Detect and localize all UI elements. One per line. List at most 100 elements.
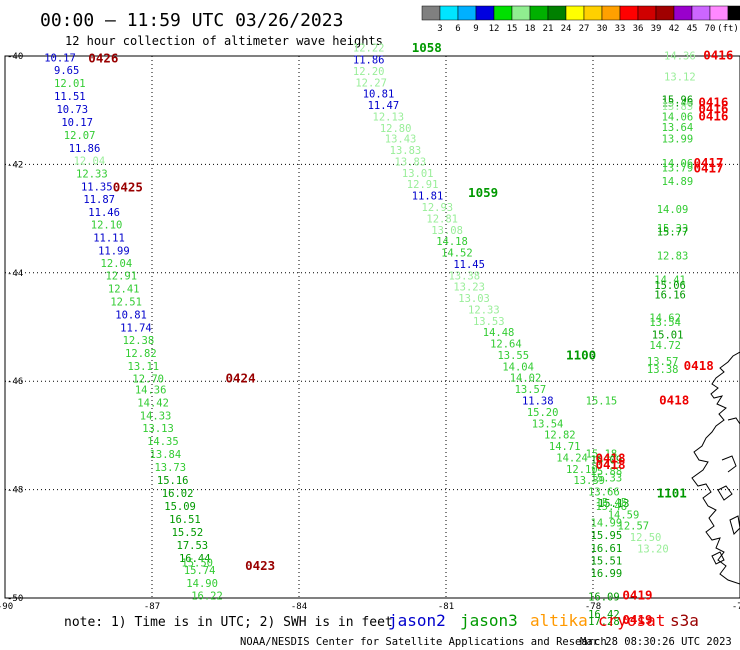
wave-height-value: 13.83: [390, 145, 422, 157]
wave-height-value: 16.61: [591, 543, 623, 555]
wave-height-value: 13.53: [473, 316, 505, 328]
wave-height-value: 11.74: [120, 322, 152, 334]
wave-height-value: 13.08: [431, 225, 463, 237]
wave-height-value: 11.38: [522, 396, 554, 408]
wave-height-value: 13.54: [649, 317, 681, 329]
wave-height-value: 14.06: [662, 158, 694, 170]
axis-ticks: -90 -87 -84 -81 -78 -75 -40 -42 -44 -46 -48 -50: [0, 52, 740, 612]
colorbar-swatch: [637, 5, 657, 21]
x-tick-label: -87: [144, 602, 160, 612]
wave-height-value: 11.35: [81, 181, 113, 193]
hour-label: 0416: [698, 108, 728, 123]
wave-height-value: 12.01: [54, 78, 86, 90]
hour-label: 0426: [88, 51, 118, 66]
wave-height-value: 10.17: [44, 52, 76, 64]
wave-height-value: 16.99: [591, 568, 623, 580]
x-tick-label: -84: [291, 602, 307, 612]
wave-height-value: 13.73: [154, 462, 186, 474]
wave-height-value: 13.23: [453, 282, 485, 294]
wave-height-value: 12.27: [355, 77, 387, 89]
wave-height-value: 16.09: [591, 455, 623, 467]
wave-height-value: 12.82: [125, 348, 157, 360]
wave-height-value: 12.80: [380, 123, 412, 135]
wave-height-value: 11.47: [368, 100, 400, 112]
wave-height-value: 16.51: [169, 514, 201, 526]
hour-label: 0417: [693, 161, 723, 176]
wave-height-value: 15.74: [184, 565, 216, 577]
wave-height-value: 15.51: [591, 555, 623, 567]
wave-height-value: 15.16: [157, 475, 189, 487]
wave-height-value: 13.64: [662, 122, 694, 134]
wave-height-value: 14.41: [654, 275, 686, 287]
colorbar-label: 36: [633, 24, 644, 34]
colorbar-label: 15: [507, 24, 518, 34]
wave-height-value: 13.57: [515, 384, 547, 396]
hour-label: 1101: [657, 486, 687, 501]
wave-height-value: 13.99: [662, 134, 694, 146]
hour-label: 0416: [698, 94, 728, 109]
colorbar-swatch: [565, 5, 585, 21]
plot-frame: [4, 55, 740, 599]
colorbar-swatch: [709, 5, 729, 21]
wave-height-value: 13.66: [588, 487, 620, 499]
wave-height-value: 16.02: [162, 488, 194, 500]
colorbar-swatch: [457, 5, 477, 21]
colorbar-label: 27: [579, 24, 590, 34]
wave-height-value: 13.38: [647, 364, 679, 376]
footer-note: note: 1) Time is in UTC; 2) SWH is in fe…: [64, 615, 393, 630]
hour-label: 0425: [113, 180, 143, 195]
wave-height-value: 13.79: [662, 162, 694, 174]
satellite-legend: jason2 jason3 altika cryosat s3a: [388, 611, 699, 630]
wave-height-value: 13.01: [402, 168, 434, 180]
hour-label: 1100: [566, 348, 596, 363]
wave-height-value: 13.13: [142, 423, 174, 435]
wave-height-value: 14.90: [186, 578, 218, 590]
colorbar-label: 42: [669, 24, 680, 34]
wave-height-value: 13.43: [385, 134, 417, 146]
wave-height-value: 12.83: [657, 250, 689, 262]
wave-height-value: 11.81: [412, 191, 444, 203]
wave-height-value: 15.15: [586, 396, 618, 408]
wave-height-value: 12.82: [544, 430, 576, 442]
wave-height-value: 11.46: [88, 207, 120, 219]
wave-height-value: 16.44: [179, 553, 211, 565]
colorbar-swatch: [547, 5, 567, 21]
footer-timestamp: Mar 28 08:30:26 UTC 2023: [580, 636, 732, 648]
wave-height-value: 12.91: [407, 179, 439, 191]
wave-height-value: 15.09: [164, 501, 196, 513]
colorbar-swatch: [493, 5, 513, 21]
hour-label: 0418: [595, 457, 625, 472]
hour-label: 0424: [226, 370, 256, 385]
wave-height-value: 9.65: [54, 65, 79, 77]
coastline: [691, 351, 740, 585]
hour-label: 0418: [595, 451, 625, 466]
colorbar-label: 12: [489, 24, 500, 34]
colorbar-legend: 3 6 9 12 15 18 21 24 27 30 33 36 39 42 45 70 (ft): [421, 5, 740, 34]
wave-height-value: 13.38: [448, 270, 480, 282]
hour-label: 1058: [412, 40, 442, 55]
colorbar-swatch: [439, 5, 459, 21]
colorbar-label: 70: [705, 24, 716, 34]
wave-height-value: 10.81: [363, 89, 395, 101]
colorbar-swatch: [529, 5, 549, 21]
x-tick-label: -78: [585, 602, 601, 612]
colorbar-swatch: [583, 5, 603, 21]
wave-height-value: 13.20: [637, 543, 669, 555]
wave-height-value: 12.07: [64, 130, 96, 142]
wave-height-value: 14.72: [649, 340, 681, 352]
wave-height-value: 14.24: [556, 452, 588, 464]
wave-height-value: 14.48: [483, 327, 515, 339]
hour-label: 1059: [468, 185, 498, 200]
wave-height-value: 14.89: [662, 176, 694, 188]
wave-height-value: 15.20: [527, 407, 559, 419]
wave-height-value: 13.11: [128, 361, 160, 373]
wave-height-value: 14.99: [591, 517, 623, 529]
hour-label: 0419: [622, 588, 652, 603]
hour-labels: 0426042504240423105810591100110104180418…: [88, 40, 733, 627]
wave-height-value: 14.04: [502, 361, 534, 373]
wave-height-value: 13.55: [497, 350, 529, 362]
wave-height-value: 15.95: [591, 530, 623, 542]
x-tick-label: -75: [732, 602, 740, 612]
x-tick-label: -90: [0, 602, 13, 612]
